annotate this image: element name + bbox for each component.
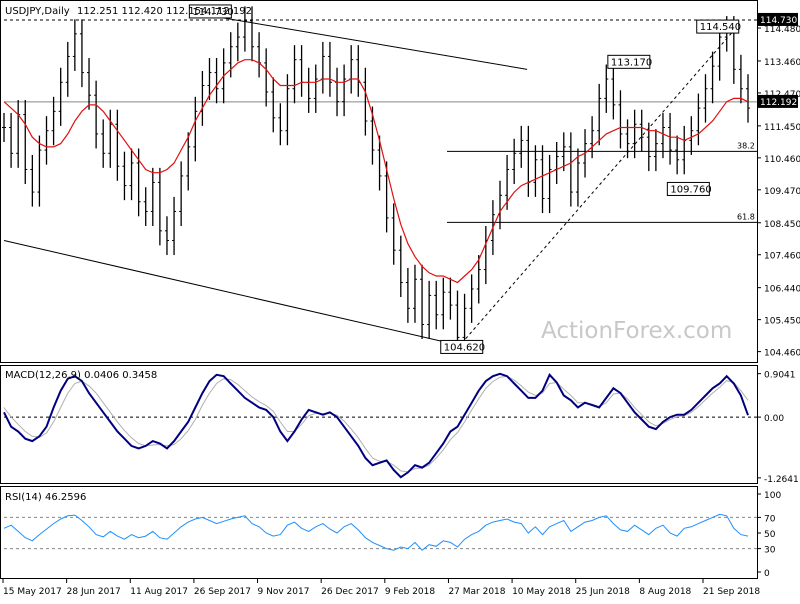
trendline-upper-channel xyxy=(202,13,528,70)
price-label-box xyxy=(440,339,484,354)
price-tick-label: 110.460 xyxy=(764,155,800,165)
rsi-tick-label: 30 xyxy=(764,546,776,556)
rsi-tick-label: 100 xyxy=(764,491,781,501)
x-tick-label: 27 Mar 2018 xyxy=(448,587,505,597)
rsi-tick-label: 70 xyxy=(764,514,776,524)
rsi-label: RSI(14) 46.2596 xyxy=(5,492,86,503)
rsi-tick-label: 0 xyxy=(764,569,770,579)
x-tick-label: 26 Dec 2017 xyxy=(321,587,379,597)
ohlc-readout: 112.251 112.420 112.154 112.192 xyxy=(77,6,252,17)
chart-title: USDJPY,Daily xyxy=(5,6,70,17)
price-tick-label: 113.460 xyxy=(764,58,800,68)
macd-label: MACD(12,26,9) 0.0406 0.3458 xyxy=(5,370,157,381)
x-tick-label: 9 Nov 2017 xyxy=(258,587,310,597)
price-tick-label: 114.480 xyxy=(764,25,800,35)
current-price-text: 112.192 xyxy=(760,98,797,108)
price-tick-label: 106.440 xyxy=(764,285,800,295)
price-label-text: 114.540 xyxy=(700,22,741,33)
macd-tick-label: 0.9041 xyxy=(764,371,796,381)
price-tick-label: 108.450 xyxy=(764,220,800,230)
moving-average-line xyxy=(3,59,749,284)
x-tick-label: 25 Jun 2018 xyxy=(576,587,630,597)
price-label-text: 109.760 xyxy=(670,184,711,195)
price-tick-label: 111.450 xyxy=(764,123,800,133)
trendline-up-trend xyxy=(461,23,740,344)
current-price-box xyxy=(758,94,798,108)
macd-line xyxy=(3,372,749,479)
macd-layer xyxy=(3,372,757,479)
price-label-box xyxy=(607,54,651,69)
fib-level-label: 61.8 xyxy=(737,212,755,221)
rsi-panel-frame xyxy=(0,486,758,579)
rsi-tick-label: 50 xyxy=(764,530,776,540)
x-tick-label: 26 Sep 2017 xyxy=(194,587,251,597)
price-panel-frame xyxy=(0,0,758,363)
rsi-layer xyxy=(3,513,757,551)
price-label-box xyxy=(696,19,740,34)
price-tick-label: 104.460 xyxy=(764,349,800,359)
x-tick-label: 28 Jun 2017 xyxy=(67,587,121,597)
x-tick-label: 15 May 2017 xyxy=(3,587,62,597)
top-price-box xyxy=(758,12,798,26)
fib-level-label: 38.2 xyxy=(737,141,755,150)
rsi-line xyxy=(3,513,749,551)
macd-panel-frame xyxy=(0,365,758,484)
x-tick-label: 21 Sep 2018 xyxy=(703,587,760,597)
price-label-text: 114.730 xyxy=(192,7,233,18)
x-tick-label: 8 Aug 2018 xyxy=(639,587,691,597)
price-layer: 38.2 61.8 114.730 104.620 113.170 109.760 114.… xyxy=(2,4,757,354)
macd-tick-label: -1.2641 xyxy=(764,475,799,485)
price-label-box xyxy=(188,4,232,19)
trendline-lower-channel xyxy=(3,240,454,345)
macd-tick-label: 0.00 xyxy=(764,414,784,424)
top-price-text: 114.730 xyxy=(760,16,797,26)
price-label-text: 104.620 xyxy=(444,342,485,353)
price-tick-label: 105.450 xyxy=(764,317,800,327)
x-tick-label: 10 May 2018 xyxy=(512,587,571,597)
macd-signal-line xyxy=(3,375,749,473)
price-tick-label: 109.470 xyxy=(764,187,800,197)
axis-layer: 114.480113.460112.470111.450110.460109.4… xyxy=(2,12,800,597)
x-tick-label: 9 Feb 2018 xyxy=(385,587,436,597)
price-label-text: 113.170 xyxy=(611,57,652,68)
price-tick-label: 107.460 xyxy=(764,252,800,262)
x-tick-label: 11 Aug 2017 xyxy=(130,587,188,597)
price-label-box xyxy=(666,181,710,196)
watermark: ActionForex.com xyxy=(541,318,732,344)
